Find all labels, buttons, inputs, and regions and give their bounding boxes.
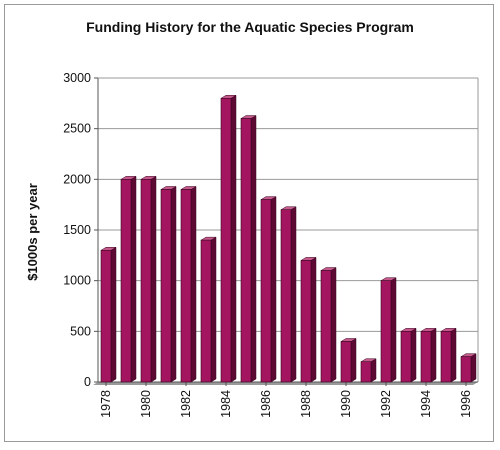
bar-side [110, 246, 117, 383]
chart-title: Funding History for the Aquatic Species … [86, 19, 414, 35]
bar-side [450, 327, 457, 383]
x-tick-label: 1984 [219, 390, 233, 418]
bar-front [240, 118, 252, 383]
bar-side [330, 267, 337, 383]
x-tick-label: 1990 [339, 390, 353, 418]
bar-side [350, 338, 357, 383]
bars [100, 94, 477, 383]
bar-front [320, 270, 332, 383]
bar-front [340, 341, 352, 383]
y-tick-label: 2500 [63, 122, 91, 136]
bar-front [300, 260, 312, 383]
y-tick-label: 2000 [63, 172, 91, 186]
bar [320, 267, 337, 383]
y-tick-label: 0 [84, 375, 91, 389]
bar [380, 277, 397, 383]
bar-side [390, 277, 397, 383]
bar [300, 256, 317, 383]
y-tick-label: 3000 [63, 71, 91, 85]
x-tick-label: 1982 [179, 390, 193, 418]
bar-side [310, 256, 317, 383]
x-tick-label: 1996 [459, 390, 473, 418]
bar-front [400, 331, 412, 383]
bar-front [200, 239, 212, 383]
bar [160, 186, 177, 383]
bar-side [270, 196, 277, 383]
bar-side [170, 186, 177, 383]
bar-front [440, 331, 452, 383]
y-tick-label: 1500 [63, 223, 91, 237]
bar-front [260, 199, 272, 383]
bar [140, 175, 157, 383]
bar [200, 236, 217, 383]
bar-front [180, 189, 192, 383]
bar [100, 246, 117, 383]
bar-side [290, 206, 297, 383]
bar [420, 327, 437, 383]
bar [280, 206, 297, 383]
bar-front [140, 179, 152, 383]
bar-front [120, 179, 132, 383]
floor [93, 382, 478, 385]
bar-side [130, 175, 137, 383]
y-tick-label: 500 [70, 324, 91, 338]
bar-side [430, 327, 437, 383]
bar-side [410, 327, 417, 383]
y-tick-labels: 0 500 1000 1500 2000 2500 3000 [63, 71, 91, 389]
bar-front [460, 356, 472, 383]
bar-front [160, 189, 172, 383]
bar [260, 196, 277, 383]
bar-side [250, 115, 257, 383]
x-tick-label: 1988 [299, 390, 313, 418]
y-axis-label: $1000s per year [25, 183, 40, 281]
bar-front [220, 97, 232, 383]
bar-side [370, 358, 377, 383]
x-tick-label: 1994 [419, 390, 433, 418]
bar [360, 358, 377, 383]
bar [340, 338, 357, 383]
x-tick-label: 1992 [379, 390, 393, 418]
bar-front [100, 249, 112, 383]
y-tick-label: 1000 [63, 274, 91, 288]
bar [440, 327, 457, 383]
bar-side [210, 236, 217, 383]
bar-front [380, 280, 392, 383]
bar [460, 353, 477, 383]
bar-front [420, 331, 432, 383]
bar [220, 94, 237, 383]
bar-side [190, 186, 197, 383]
bar-front [280, 209, 292, 383]
bar-side [150, 175, 157, 383]
bar-side [470, 353, 477, 383]
x-tick-labels: 1978 1980 1982 1984 1986 1988 1990 1992 1994 1996 [99, 390, 473, 418]
bar [180, 186, 197, 383]
x-tick-label: 1986 [259, 390, 273, 418]
bar [240, 115, 257, 383]
x-tick-label: 1978 [99, 390, 113, 418]
bar-front [360, 361, 372, 383]
bar-side [230, 94, 237, 383]
bar [400, 327, 417, 383]
bar [120, 175, 137, 383]
x-tick-label: 1980 [139, 390, 153, 418]
